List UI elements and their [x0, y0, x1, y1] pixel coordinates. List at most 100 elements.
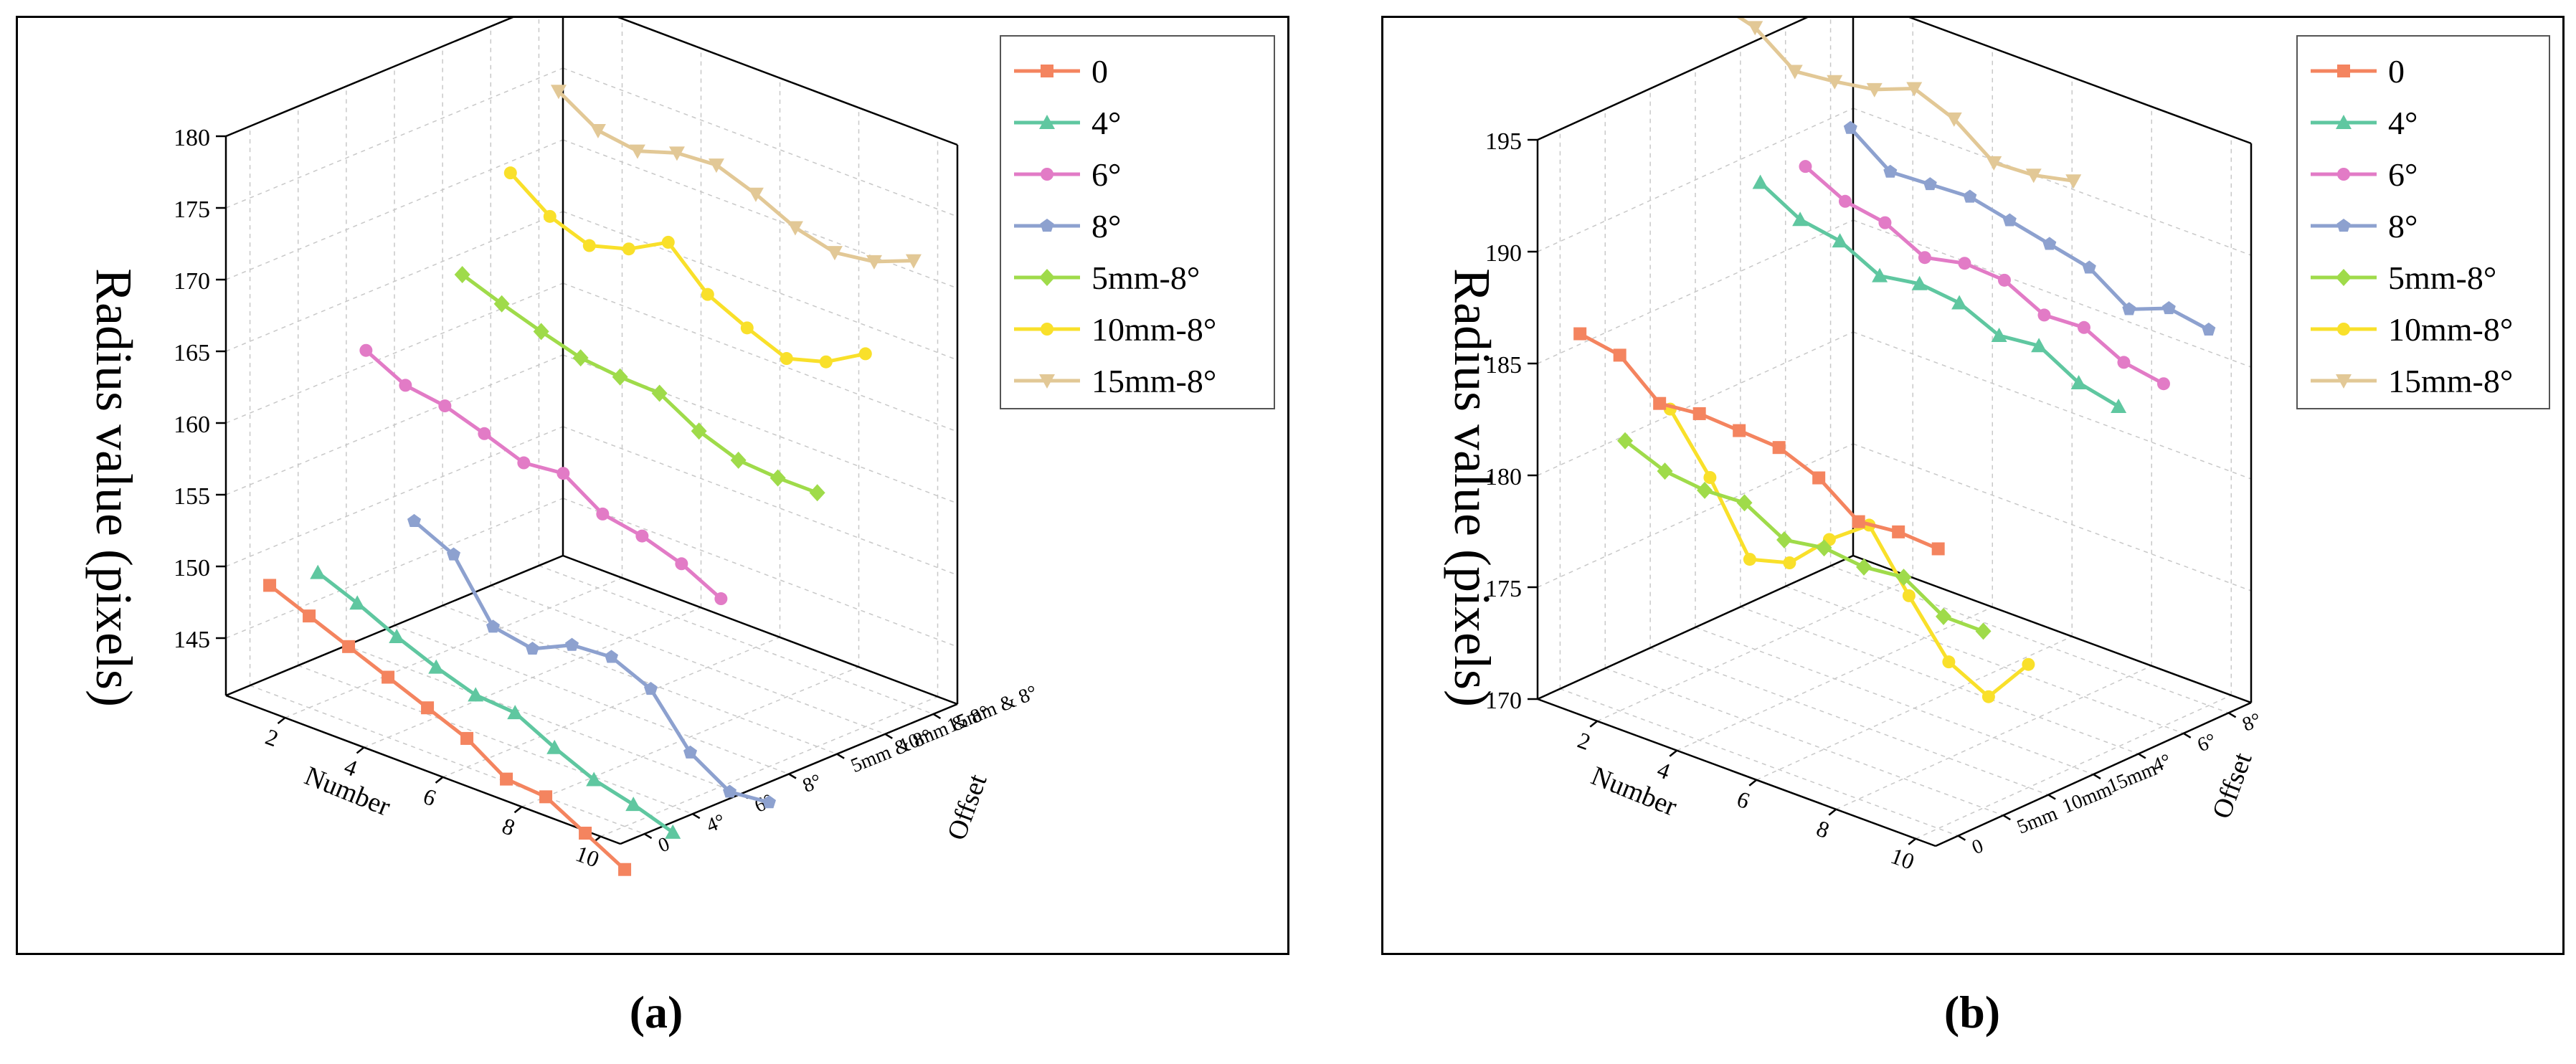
data-point — [604, 650, 619, 663]
legend-label: 10mm-8° — [2388, 310, 2514, 348]
offset-tick — [788, 773, 797, 779]
offset-tick — [2183, 732, 2192, 738]
x-tick — [356, 746, 365, 754]
series-0 — [263, 579, 632, 876]
series-line — [316, 571, 674, 834]
offset-tick — [836, 753, 845, 759]
data-point — [1703, 471, 1717, 485]
data-point — [708, 158, 724, 174]
data-point — [1963, 189, 1977, 203]
data-point — [2077, 320, 2090, 334]
data-point — [858, 347, 872, 361]
data-point — [625, 797, 642, 812]
data-point — [1931, 542, 1945, 556]
data-point — [722, 784, 737, 798]
data-point — [819, 355, 833, 369]
data-point — [622, 242, 635, 256]
legend-swatch — [2311, 115, 2377, 129]
z-tick-label: 180 — [174, 125, 210, 151]
data-point — [762, 795, 777, 809]
data-point — [1936, 607, 1952, 625]
series-8° — [1843, 120, 2216, 336]
series-0 — [1573, 327, 1945, 556]
data-point — [2042, 237, 2057, 250]
gridline — [1560, 688, 1959, 837]
data-point — [1613, 348, 1626, 362]
top-back-edge — [617, 18, 958, 146]
legend-marker — [1039, 374, 1055, 389]
data-point — [1692, 407, 1706, 420]
data-point — [303, 609, 316, 623]
gridline — [225, 67, 564, 209]
legend-swatch — [1014, 374, 1080, 389]
back-floor-edge — [562, 554, 958, 706]
x-tick-label: 6 — [1733, 786, 1753, 814]
z-tick-label: 145 — [174, 627, 210, 653]
top-left-edge — [225, 18, 513, 138]
data-point — [438, 399, 452, 413]
series-5mm-8° — [1617, 432, 1992, 640]
data-point — [500, 772, 513, 786]
data-point — [1856, 558, 1872, 576]
legend-label: 5mm-8° — [1092, 259, 1201, 296]
legend-label: 15mm-8° — [1092, 362, 1217, 399]
data-point — [539, 790, 553, 804]
legend-swatch — [1014, 115, 1080, 129]
data-point — [1902, 589, 1916, 602]
data-point — [1911, 275, 1928, 290]
series-line — [364, 348, 723, 600]
x-tick-label: 2 — [262, 723, 282, 751]
gridline — [1852, 108, 2252, 256]
offset-tick-label: 8° — [800, 770, 825, 797]
legend-swatch — [2311, 219, 2377, 232]
data-point — [1799, 160, 1812, 174]
data-point — [2202, 322, 2216, 336]
legend-swatch — [2311, 374, 2377, 389]
data-point — [1736, 494, 1753, 512]
data-point — [1786, 65, 1803, 80]
legend-item: 6° — [2308, 148, 2539, 200]
data-point — [826, 246, 843, 261]
data-point — [714, 592, 728, 606]
series-6° — [359, 343, 728, 606]
data-point — [780, 352, 793, 366]
data-point — [582, 239, 596, 252]
z-tick-label: 190 — [1485, 240, 1522, 267]
gridline — [1785, 586, 2184, 734]
data-point — [596, 507, 610, 521]
x-tick — [277, 717, 286, 725]
offset-tick — [692, 813, 701, 820]
x-tick-label: 6 — [420, 783, 440, 811]
data-point — [2002, 213, 2017, 227]
data-point — [454, 265, 470, 283]
offset-tick — [2227, 712, 2237, 718]
data-point — [1975, 622, 1992, 640]
offset-tick-label: 15mm & 8° — [944, 681, 1041, 737]
data-point — [665, 824, 681, 839]
series-10mm-8° — [1663, 402, 2035, 703]
legend-label: 10mm-8° — [1092, 310, 1217, 348]
data-point — [770, 469, 786, 487]
caption-a: (a) — [629, 987, 683, 1037]
data-point — [359, 343, 373, 357]
z-tick-label: 170 — [174, 268, 210, 295]
data-point — [1958, 257, 1971, 270]
series-15mm-8° — [1737, 18, 2082, 189]
series-line — [1804, 165, 2165, 386]
legend-swatch — [1014, 168, 1080, 181]
data-point — [1573, 327, 1587, 341]
data-point — [1772, 441, 1786, 455]
legend-label: 4° — [1092, 104, 1122, 141]
legend-b: 0 4° 6° 8° 5mm-8° 10mm-8° 15mm-8° — [2296, 35, 2550, 409]
gridline — [562, 282, 958, 432]
data-point — [557, 467, 570, 480]
legend-item: 15mm-8° — [1011, 355, 1264, 407]
data-point — [460, 731, 474, 745]
data-point — [579, 827, 592, 840]
data-point — [1752, 174, 1768, 189]
data-point — [1866, 82, 1883, 98]
legend-item: 0 — [2308, 45, 2539, 97]
offset-tick — [2093, 773, 2101, 780]
series-8° — [407, 513, 777, 809]
